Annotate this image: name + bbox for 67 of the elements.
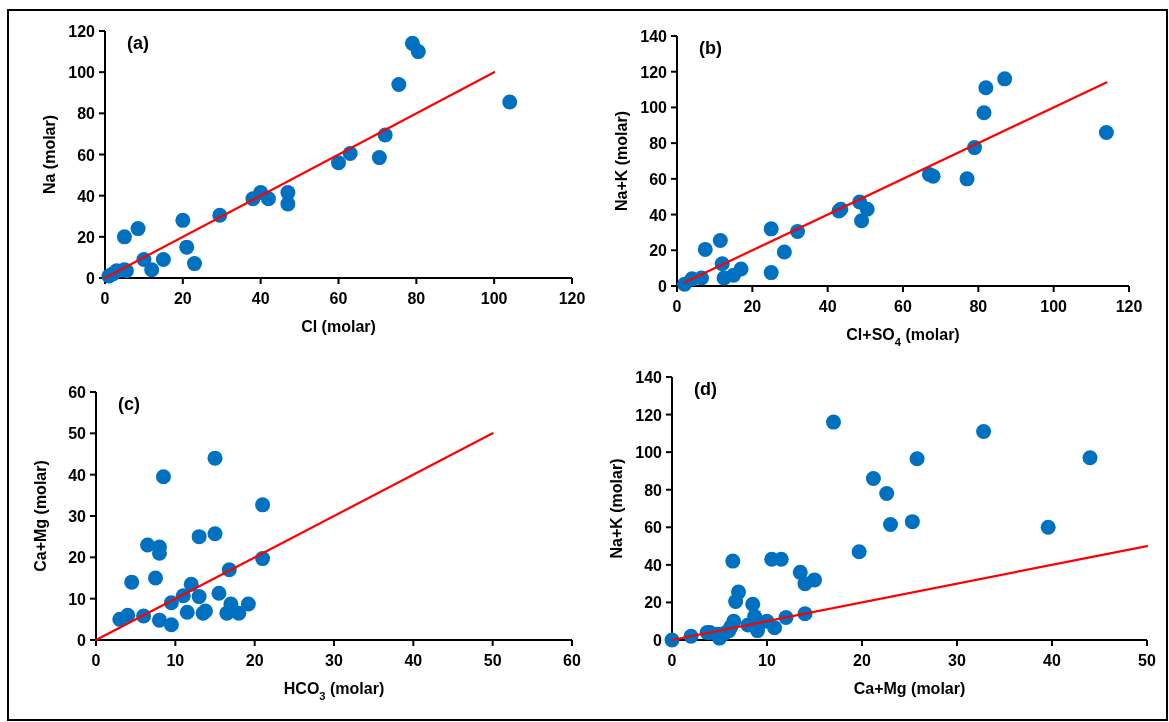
x-tick-label: 50 xyxy=(1138,652,1156,669)
y-axis-title: Na+K (molar) xyxy=(608,458,625,559)
x-tick-label: 40 xyxy=(251,290,270,307)
y-tick-label: 10 xyxy=(68,590,87,608)
y-tick-label: 120 xyxy=(640,63,668,81)
y-tick-label: 80 xyxy=(649,135,668,153)
x-tick-label: 10 xyxy=(758,652,776,669)
x-tick-label: 20 xyxy=(853,652,871,669)
y-tick-label: 0 xyxy=(86,270,96,287)
y-tick-label: 100 xyxy=(68,64,96,82)
y-tick-label: 40 xyxy=(644,556,663,574)
y-tick-label: 100 xyxy=(635,444,663,462)
y-tick-label: 0 xyxy=(77,632,87,649)
y-tick-label: 140 xyxy=(640,28,668,45)
x-tick-label: 30 xyxy=(948,652,966,669)
y-tick-label: 60 xyxy=(649,170,668,188)
y-tick-label: 120 xyxy=(68,23,96,40)
x-tick-label: 40 xyxy=(818,298,837,315)
y-axis-title: Na+K (molar) xyxy=(613,110,630,212)
y-tick-label: 80 xyxy=(77,105,96,123)
x-tick-label: 0 xyxy=(100,290,110,307)
y-tick-label: 40 xyxy=(77,187,96,205)
y-tick-label: 50 xyxy=(68,425,87,443)
x-axis-title: Cl+SO$_{4}$ (molar) xyxy=(846,326,960,348)
y-tick-label: 140 xyxy=(635,369,663,386)
annotation: (d) xyxy=(694,379,717,399)
y-axis-title: Ca+Mg (molar) xyxy=(32,460,49,572)
x-tick-label: 10 xyxy=(166,652,185,669)
y-tick-label: 0 xyxy=(658,278,668,295)
x-axis-title: Cl (molar) xyxy=(301,318,376,335)
x-tick-label: 20 xyxy=(173,290,192,307)
x-tick-label: 100 xyxy=(1040,298,1068,315)
x-tick-label: 60 xyxy=(563,652,581,669)
x-tick-label: 100 xyxy=(480,290,508,307)
y-tick-label: 60 xyxy=(68,384,87,401)
x-tick-label: 50 xyxy=(483,652,502,669)
x-tick-label: 80 xyxy=(969,298,988,315)
x-tick-label: 20 xyxy=(245,652,264,669)
x-tick-label: 120 xyxy=(558,290,586,307)
x-tick-label: 40 xyxy=(1043,652,1061,669)
x-tick-label: 60 xyxy=(894,298,912,315)
y-tick-label: 120 xyxy=(635,406,663,424)
y-tick-label: 60 xyxy=(77,146,96,164)
x-tick-label: 40 xyxy=(404,652,423,669)
y-tick-label: 60 xyxy=(644,519,663,537)
x-tick-label: 60 xyxy=(329,290,348,307)
annotation: (a) xyxy=(127,33,149,53)
x-tick-label: 30 xyxy=(325,652,343,669)
y-tick-label: 40 xyxy=(649,206,668,224)
y-tick-label: 20 xyxy=(77,228,96,246)
x-tick-label: 80 xyxy=(407,290,426,307)
annotation: (b) xyxy=(699,38,722,58)
x-axis-title: Ca+Mg (molar) xyxy=(853,680,966,697)
y-tick-label: 80 xyxy=(644,481,663,499)
y-tick-label: 100 xyxy=(640,99,668,117)
annotation: (c) xyxy=(118,394,140,414)
y-tick-label: 30 xyxy=(68,508,87,525)
x-axis-title: HCO$_{3}$ (molar) xyxy=(283,680,385,702)
x-tick-label: 0 xyxy=(672,298,682,315)
x-tick-label: 120 xyxy=(1115,298,1143,315)
y-tick-label: 0 xyxy=(653,632,663,649)
y-axis-title: Na (molar) xyxy=(41,114,58,195)
y-tick-label: 40 xyxy=(68,466,87,484)
y-tick-label: 20 xyxy=(644,594,663,612)
y-tick-label: 20 xyxy=(649,242,668,260)
x-tick-label: 20 xyxy=(743,298,762,315)
y-tick-label: 20 xyxy=(68,549,87,567)
